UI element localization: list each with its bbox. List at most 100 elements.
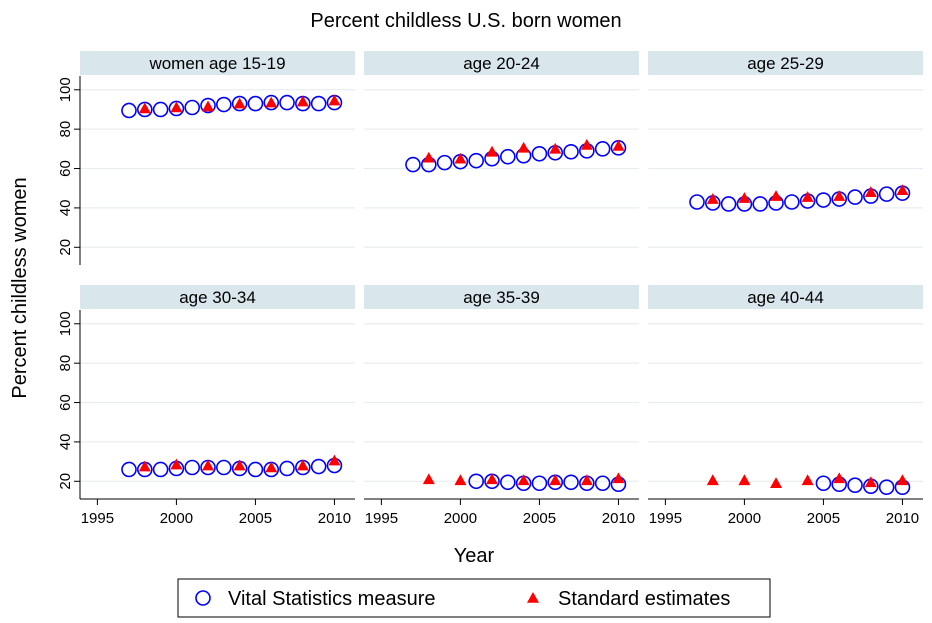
panel-title: age 25-29: [747, 54, 824, 73]
x-tick-label: 2010: [886, 510, 919, 527]
x-axis-label: Year: [454, 545, 495, 567]
point: [468, 473, 485, 490]
point: [833, 190, 846, 201]
x-tick-label: 2010: [602, 510, 635, 527]
point: [184, 99, 201, 116]
x-tick-label: 2005: [523, 510, 556, 527]
point: [247, 95, 264, 112]
point: [265, 96, 278, 108]
point: [500, 474, 516, 491]
panel-title: age 40-44: [747, 288, 824, 307]
point: [720, 196, 737, 212]
panel-title: age 30-34: [179, 288, 256, 307]
y-tick-label: 60: [57, 160, 74, 177]
point: [168, 100, 185, 117]
x-tick-label: 2005: [807, 510, 840, 527]
y-tick-label: 80: [57, 121, 74, 138]
point: [328, 94, 341, 106]
point: [531, 145, 548, 162]
point: [531, 475, 548, 492]
y-tick-label: 20: [57, 473, 74, 490]
point: [202, 100, 215, 112]
point: [594, 475, 611, 492]
point: [454, 474, 467, 486]
point: [436, 154, 453, 171]
y-tick-label: 80: [57, 355, 74, 372]
point: [847, 477, 863, 494]
point: [121, 461, 137, 478]
y-tick-label: 100: [57, 311, 74, 336]
point: [500, 148, 516, 165]
point: [184, 459, 201, 476]
point: [422, 473, 435, 485]
point: [152, 101, 169, 118]
x-tick-label: 1995: [365, 510, 398, 527]
point: [517, 474, 530, 486]
panel-header: [80, 51, 355, 75]
point: [612, 472, 625, 484]
point: [405, 156, 421, 173]
point: [815, 475, 832, 492]
point: [706, 193, 719, 204]
point: [517, 141, 530, 153]
x-tick-label: 2010: [318, 510, 351, 527]
panel-title: age 20-24: [463, 54, 540, 73]
point: [563, 474, 579, 491]
panel-header: [80, 285, 355, 309]
y-tick-label: 20: [57, 239, 74, 256]
point: [233, 459, 246, 471]
point: [878, 186, 895, 202]
point: [549, 474, 562, 486]
point: [121, 102, 137, 119]
point: [279, 460, 295, 477]
point: [200, 97, 216, 114]
point: [422, 151, 435, 163]
point: [296, 95, 309, 107]
y-tick-label: 60: [57, 394, 74, 411]
point: [468, 152, 485, 169]
y-tick-label: 40: [57, 200, 74, 217]
point: [247, 461, 264, 478]
panel-title: women age 15-19: [148, 54, 285, 73]
legend-label: Standard estimates: [558, 588, 730, 610]
y-tick-label: 100: [57, 77, 74, 102]
point: [896, 474, 909, 486]
x-tick-label: 1995: [81, 510, 114, 527]
x-tick-label: 2000: [444, 510, 477, 527]
point: [152, 461, 169, 478]
y-tick-label: 40: [57, 434, 74, 451]
point: [594, 141, 611, 157]
x-tick-label: 2000: [160, 510, 193, 527]
panel-header: [364, 51, 639, 75]
point: [784, 194, 800, 210]
point: [527, 592, 539, 603]
point: [752, 196, 769, 212]
point: [770, 477, 783, 489]
point: [233, 97, 246, 109]
point: [195, 590, 211, 606]
x-tick-label: 1995: [649, 510, 682, 527]
point: [231, 95, 248, 112]
x-tick-label: 2005: [239, 510, 272, 527]
point: [486, 473, 499, 485]
point: [612, 139, 625, 151]
point: [265, 461, 278, 473]
point: [801, 191, 814, 202]
point: [136, 101, 153, 118]
legend-label: Vital Statistics measure: [228, 588, 436, 610]
point: [310, 458, 327, 475]
point: [202, 459, 215, 471]
point: [170, 101, 183, 113]
point: [170, 458, 183, 470]
point: [864, 186, 877, 197]
point: [549, 142, 562, 154]
panel-header: [648, 285, 923, 309]
point: [563, 143, 579, 160]
point: [864, 476, 877, 488]
point: [263, 94, 280, 111]
point: [896, 184, 909, 195]
point: [738, 474, 751, 486]
point: [801, 474, 814, 486]
chart-title: Percent childless U.S. born women: [310, 10, 621, 32]
